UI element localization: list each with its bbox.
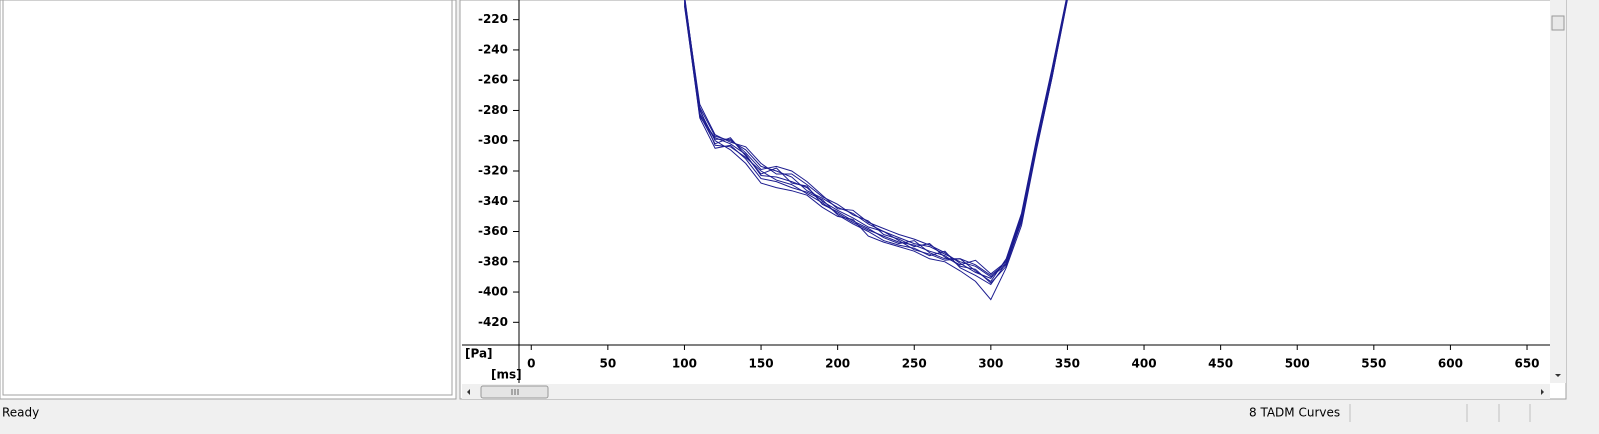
tadm-curve	[684, 0, 1068, 301]
left-panel	[0, 0, 457, 400]
vertical-scroll-thumb[interactable]	[1551, 15, 1565, 31]
tadm-curve	[684, 0, 1067, 279]
x-tick-label: 0	[527, 357, 535, 371]
x-tick-label: 350	[1055, 357, 1080, 371]
left-panel-inner	[2, 0, 453, 396]
y-tick-label: -420	[478, 315, 508, 329]
y-tick-label: -380	[478, 254, 508, 268]
x-tick-label: 400	[1132, 357, 1157, 371]
y-tick-label: -360	[478, 224, 508, 238]
scroll-right-arrow[interactable]	[1541, 389, 1544, 395]
scroll-grip	[511, 389, 519, 395]
y-tick-label: -320	[478, 163, 508, 177]
y-tick-label: -400	[478, 285, 508, 299]
vertical-scrollbar[interactable]	[1550, 0, 1566, 383]
y-tick-label: -240	[478, 42, 508, 56]
status-separators	[1349, 404, 1531, 422]
scroll-down-arrow[interactable]	[1555, 374, 1561, 377]
chart-panel	[459, 0, 1567, 400]
x-tick-label: 450	[1208, 357, 1233, 371]
x-tick-label: 200	[825, 357, 850, 371]
x-tick-label: 250	[902, 357, 927, 371]
tadm-curve	[684, 0, 1068, 277]
x-tick-label: 500	[1285, 357, 1310, 371]
x-tick-label: 600	[1438, 357, 1463, 371]
y-tick-label: -280	[478, 103, 508, 117]
x-tick-label: 150	[749, 357, 774, 371]
x-tick-label: 50	[600, 357, 617, 371]
scroll-left-arrow[interactable]	[467, 389, 470, 395]
x-tick-label: 100	[672, 357, 697, 371]
status-text: Ready	[2, 406, 39, 420]
y-tick-label: -300	[478, 133, 508, 147]
status-curves: 8 TADM Curves	[1249, 406, 1340, 420]
y-axis-unit: [Pa]	[465, 347, 493, 361]
x-axis-unit: [ms]	[491, 368, 522, 382]
x-tick-label: 650	[1514, 357, 1539, 371]
y-tick-label: -260	[478, 73, 508, 87]
tadm-curve	[684, 0, 1068, 286]
y-tick-label: -340	[478, 194, 508, 208]
x-tick-label: 550	[1361, 357, 1386, 371]
status-bar	[0, 402, 1599, 430]
x-tick-label: 300	[978, 357, 1003, 371]
horizontal-scrollbar[interactable]	[462, 384, 1550, 399]
tadm-curve	[684, 0, 1068, 284]
y-tick-label: -220	[478, 12, 508, 26]
